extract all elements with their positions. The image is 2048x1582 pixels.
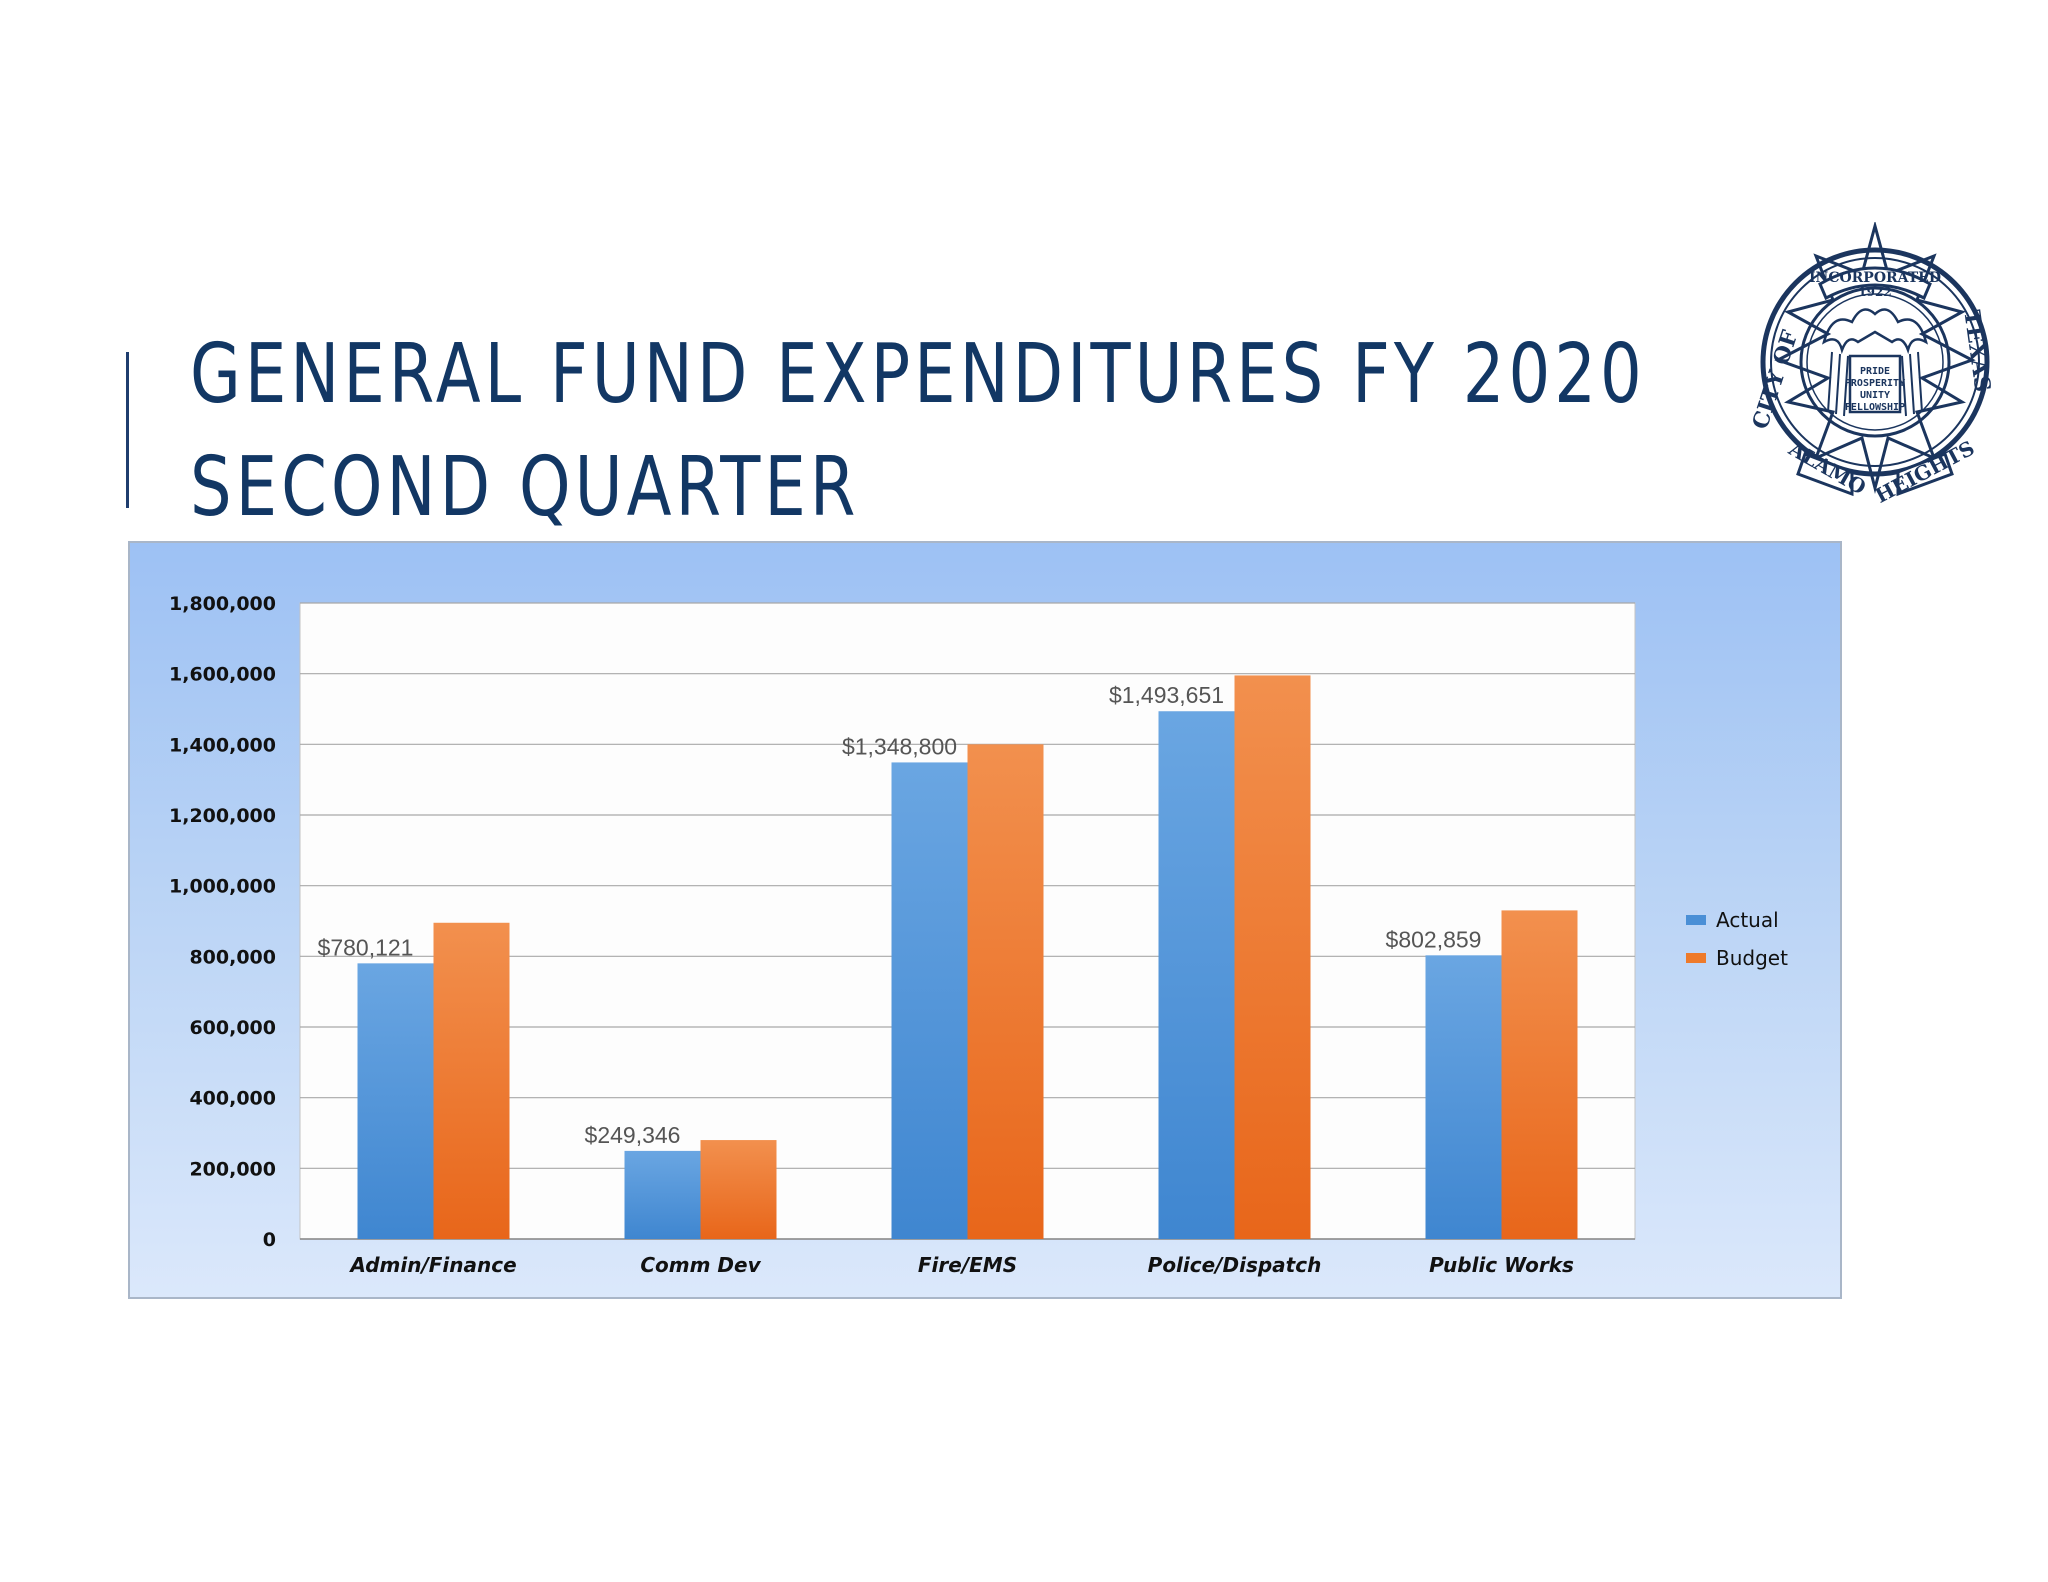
- data-label: $1,348,800: [842, 733, 957, 759]
- bar-budget: [433, 922, 510, 1239]
- x-category-label: Admin/Finance: [348, 1253, 516, 1277]
- data-label: $780,121: [318, 934, 414, 960]
- city-seal-logo: INCORPORATED 1922 CITY OF TEXAS ALAMO HE…: [1747, 222, 1996, 508]
- y-tick-label: 400,000: [189, 1088, 276, 1110]
- bar-actual: [1425, 955, 1502, 1239]
- bar-chart: 0 200,000 400,000 600,000 800,000 1,000,000 1,…: [169, 593, 1788, 1277]
- bar-actual: [624, 1150, 701, 1239]
- bar-actual: [357, 963, 434, 1239]
- x-category-label: Public Works: [1429, 1253, 1574, 1277]
- chart-frame: 0 200,000 400,000 600,000 800,000 1,000,000 1,…: [128, 541, 1842, 1299]
- seal-motto-3: UNITY: [1860, 390, 1890, 401]
- title-line-2: SECOND QUARTER: [190, 440, 860, 535]
- title-accent-bar: [126, 352, 129, 508]
- legend-swatch-budget: [1686, 953, 1706, 963]
- y-tick-label: 800,000: [189, 946, 276, 968]
- bar-budget: [1234, 675, 1311, 1239]
- seal-left-text: CITY OF: [1747, 327, 1803, 433]
- y-tick-label: 1,800,000: [169, 593, 276, 615]
- y-tick-label: 1,200,000: [169, 805, 276, 827]
- x-category-label: Comm Dev: [640, 1253, 761, 1277]
- page-title: GENERAL FUND EXPENDITURES FY 2020 SECOND…: [190, 318, 1646, 544]
- legend-label-budget: Budget: [1716, 946, 1788, 970]
- legend-label-actual: Actual: [1716, 908, 1779, 932]
- data-label: $249,346: [585, 1122, 681, 1148]
- data-label: $802,859: [1386, 926, 1482, 952]
- data-label: $1,493,651: [1109, 682, 1224, 708]
- seal-motto-4: FELLOWSHIP: [1845, 402, 1905, 413]
- x-category-label: Fire/EMS: [918, 1253, 1017, 1277]
- seal-right-text: TEXAS: [1958, 308, 1995, 393]
- y-tick-label: 1,000,000: [169, 876, 276, 898]
- bar-budget: [700, 1140, 777, 1239]
- bar-actual: [1158, 711, 1235, 1239]
- bar-budget: [967, 744, 1044, 1239]
- y-tick-label: 200,000: [189, 1158, 276, 1180]
- y-tick-label: 600,000: [189, 1017, 276, 1039]
- y-tick-label: 1,400,000: [169, 734, 276, 756]
- seal-year: 1922: [1858, 285, 1891, 299]
- seal-top-text: INCORPORATED: [1809, 270, 1941, 286]
- title-line-1: GENERAL FUND EXPENDITURES FY 2020: [190, 327, 1646, 422]
- legend-swatch-actual: [1686, 915, 1706, 925]
- y-tick-label: 1,600,000: [169, 664, 276, 686]
- seal-motto-2: PROSPERITY: [1845, 378, 1905, 389]
- bar-actual: [891, 762, 968, 1239]
- y-tick-label: 0: [263, 1229, 276, 1251]
- x-category-label: Police/Dispatch: [1148, 1253, 1322, 1277]
- seal-motto-1: PRIDE: [1860, 366, 1890, 377]
- bar-budget: [1501, 910, 1578, 1239]
